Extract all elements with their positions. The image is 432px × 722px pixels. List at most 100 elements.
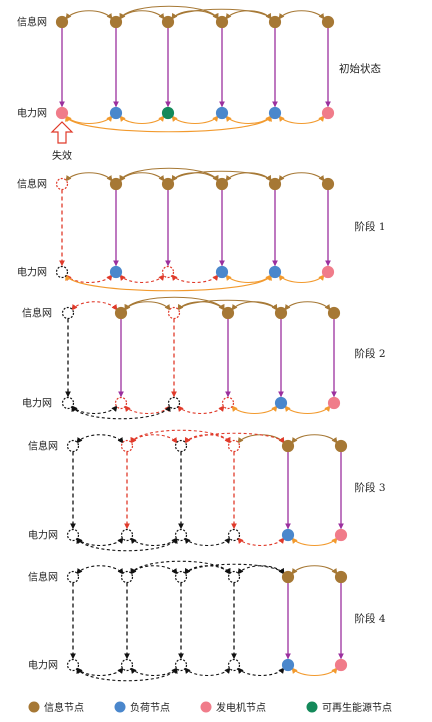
power-node <box>61 396 75 410</box>
info-node <box>334 570 348 584</box>
power-node <box>268 106 282 120</box>
power-link <box>184 537 231 547</box>
info-node <box>55 15 69 29</box>
power-link <box>291 537 338 547</box>
power-node <box>114 396 128 410</box>
info-node <box>215 15 229 29</box>
power-node <box>334 528 348 542</box>
power-node <box>120 658 134 672</box>
info-node <box>61 306 75 320</box>
power-node <box>109 265 123 279</box>
power-link <box>225 115 272 125</box>
power-link <box>184 667 231 677</box>
power-node <box>215 265 229 279</box>
power-node <box>55 106 69 120</box>
info-node <box>327 306 341 320</box>
info-layer-label: 信息网 <box>28 440 58 453</box>
info-node <box>268 15 282 29</box>
stage-title: 阶段 3 <box>354 481 385 494</box>
info-node <box>321 15 335 29</box>
power-node <box>161 265 175 279</box>
info-node <box>334 439 348 453</box>
power-node <box>55 265 69 279</box>
info-node <box>227 439 241 453</box>
info-node <box>215 177 229 191</box>
legend-label: 发电机节点 <box>216 701 266 714</box>
info-link <box>65 172 113 182</box>
info-node <box>161 15 175 29</box>
power-link <box>284 405 331 415</box>
power-link <box>177 405 225 415</box>
power-layer-label: 电力网 <box>17 107 47 120</box>
power-node <box>66 658 80 672</box>
info-link <box>130 565 178 575</box>
legend-swatch <box>306 701 318 713</box>
info-link <box>177 299 278 311</box>
info-link <box>76 434 124 444</box>
power-layer-label: 电力网 <box>22 397 52 410</box>
info-link <box>171 170 272 182</box>
legend-item: 发电机节点 <box>200 701 266 714</box>
info-node <box>321 177 335 191</box>
stage-title: 阶段 1 <box>354 220 385 233</box>
info-link <box>184 563 285 575</box>
power-link <box>130 667 178 677</box>
power-link <box>71 405 171 420</box>
power-node <box>174 528 188 542</box>
info-link <box>278 10 325 20</box>
info-link <box>130 434 178 444</box>
legend-swatch <box>114 701 126 713</box>
power-node <box>66 528 80 542</box>
legend-swatch <box>28 701 40 713</box>
failure-label: 失效 <box>52 149 72 162</box>
power-node <box>215 106 229 120</box>
info-node <box>167 306 181 320</box>
power-node <box>281 658 295 672</box>
legend-item: 负荷节点 <box>114 701 170 714</box>
info-node <box>174 439 188 453</box>
power-node <box>321 265 335 279</box>
power-link <box>65 115 113 125</box>
info-node <box>161 177 175 191</box>
info-node <box>120 439 134 453</box>
info-link <box>119 10 165 20</box>
info-node <box>66 439 80 453</box>
power-link <box>76 667 124 677</box>
power-link <box>76 537 178 552</box>
power-link <box>71 405 118 415</box>
info-node <box>281 439 295 453</box>
power-link <box>278 274 325 284</box>
info-node <box>268 177 282 191</box>
info-node <box>274 306 288 320</box>
power-link <box>237 537 285 547</box>
legend-swatch <box>200 701 212 713</box>
power-node <box>281 528 295 542</box>
info-node <box>174 570 188 584</box>
power-link <box>65 115 272 133</box>
power-link <box>65 274 272 292</box>
info-layer-label: 信息网 <box>22 307 52 320</box>
power-link <box>119 115 165 125</box>
info-node <box>120 570 134 584</box>
power-link <box>171 115 219 125</box>
power-node <box>268 265 282 279</box>
legend-label: 负荷节点 <box>130 701 170 714</box>
power-node <box>327 396 341 410</box>
power-node <box>334 658 348 672</box>
info-link <box>65 10 113 20</box>
info-link <box>291 565 338 575</box>
power-node <box>227 658 241 672</box>
info-link <box>71 301 118 311</box>
power-link <box>291 667 338 677</box>
info-node <box>55 177 69 191</box>
power-link <box>130 537 178 547</box>
power-node <box>167 396 181 410</box>
info-link <box>291 434 338 444</box>
